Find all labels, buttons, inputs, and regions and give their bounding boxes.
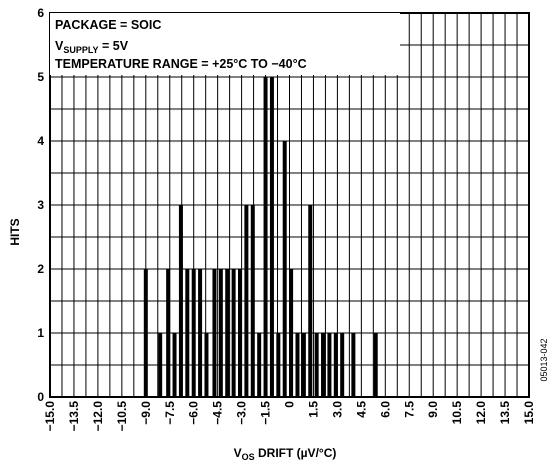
bar	[351, 333, 356, 397]
bar	[238, 269, 243, 397]
bar	[143, 269, 148, 397]
bars	[143, 77, 378, 397]
x-tick-label: 9.0	[426, 401, 440, 418]
x-tick-label: −6.0	[187, 401, 201, 425]
x-tick-label: −15.0	[43, 401, 57, 432]
bar	[282, 141, 287, 397]
x-tick-label: −9.0	[139, 401, 153, 425]
bar	[158, 333, 163, 397]
bar	[269, 77, 274, 397]
y-tick-label: 4	[37, 134, 44, 148]
x-tick-label: 13.5	[498, 401, 512, 425]
y-axis-title: HITS	[8, 218, 22, 245]
annotation-supply: VSUPPLY = 5V	[55, 39, 129, 55]
x-tick-label: 3.0	[330, 401, 344, 418]
y-tick-labels: 0 1 2 3 4 5 6	[37, 6, 44, 404]
x-tick-label: 4.5	[354, 401, 368, 418]
x-tick-labels: −15.0 −13.5 −12.0 −10.5 −9.0 −7.5 −6.0 −4.5 −3.0…	[43, 401, 536, 432]
y-tick-label: 3	[37, 198, 44, 212]
bar	[321, 333, 326, 397]
x-tick-label: 1.5	[306, 401, 320, 418]
figure-code: 05013-042	[539, 338, 549, 381]
bar	[231, 269, 236, 397]
bar	[185, 269, 190, 397]
bar	[327, 333, 332, 397]
x-tick-label: 12.0	[474, 401, 488, 425]
x-tick-label: −4.5	[211, 401, 225, 425]
bar	[212, 269, 217, 397]
x-tick-label: 7.5	[402, 401, 416, 418]
bar	[178, 205, 183, 397]
bar	[373, 333, 378, 397]
x-tick-label: −12.0	[91, 401, 105, 432]
y-tick-label: 5	[37, 70, 44, 84]
bar	[250, 205, 255, 397]
bar	[204, 333, 209, 397]
x-tick-label: 15.0	[522, 401, 536, 425]
annotation-temperature: TEMPERATURE RANGE = +25°C TO −40°C	[55, 57, 307, 71]
x-tick-label: 6.0	[378, 401, 392, 418]
x-tick-label: −13.5	[67, 401, 81, 432]
bar	[198, 269, 203, 397]
x-tick-label: −10.5	[115, 401, 129, 432]
annotation-background	[50, 13, 400, 75]
bar	[333, 333, 338, 397]
bar	[301, 333, 306, 397]
y-tick-label: 0	[37, 390, 44, 404]
bar	[225, 269, 230, 397]
y-tick-label: 6	[37, 6, 44, 20]
bar	[314, 333, 319, 397]
x-axis-title: VOS DRIFT (µV/°C)	[234, 446, 337, 462]
y-tick-label: 1	[37, 326, 44, 340]
bar	[289, 269, 294, 397]
y-tick-label: 2	[37, 262, 44, 276]
bar	[172, 333, 177, 397]
x-tick-label: −3.0	[235, 401, 249, 425]
grid-lines	[50, 13, 529, 397]
bar	[191, 269, 196, 397]
bar	[166, 269, 171, 397]
x-tick-label: 0	[283, 401, 297, 408]
bar	[276, 333, 281, 397]
bar	[218, 269, 223, 397]
bar	[295, 333, 300, 397]
x-tick-label: 10.5	[450, 401, 464, 425]
x-tick-label: −1.5	[259, 401, 273, 425]
bar	[340, 333, 345, 397]
bar	[244, 205, 249, 397]
bar	[257, 333, 262, 397]
x-tick-label: −7.5	[163, 401, 177, 425]
bar	[308, 205, 313, 397]
bar	[263, 77, 268, 397]
annotation-package: PACKAGE = SOIC	[55, 18, 161, 32]
